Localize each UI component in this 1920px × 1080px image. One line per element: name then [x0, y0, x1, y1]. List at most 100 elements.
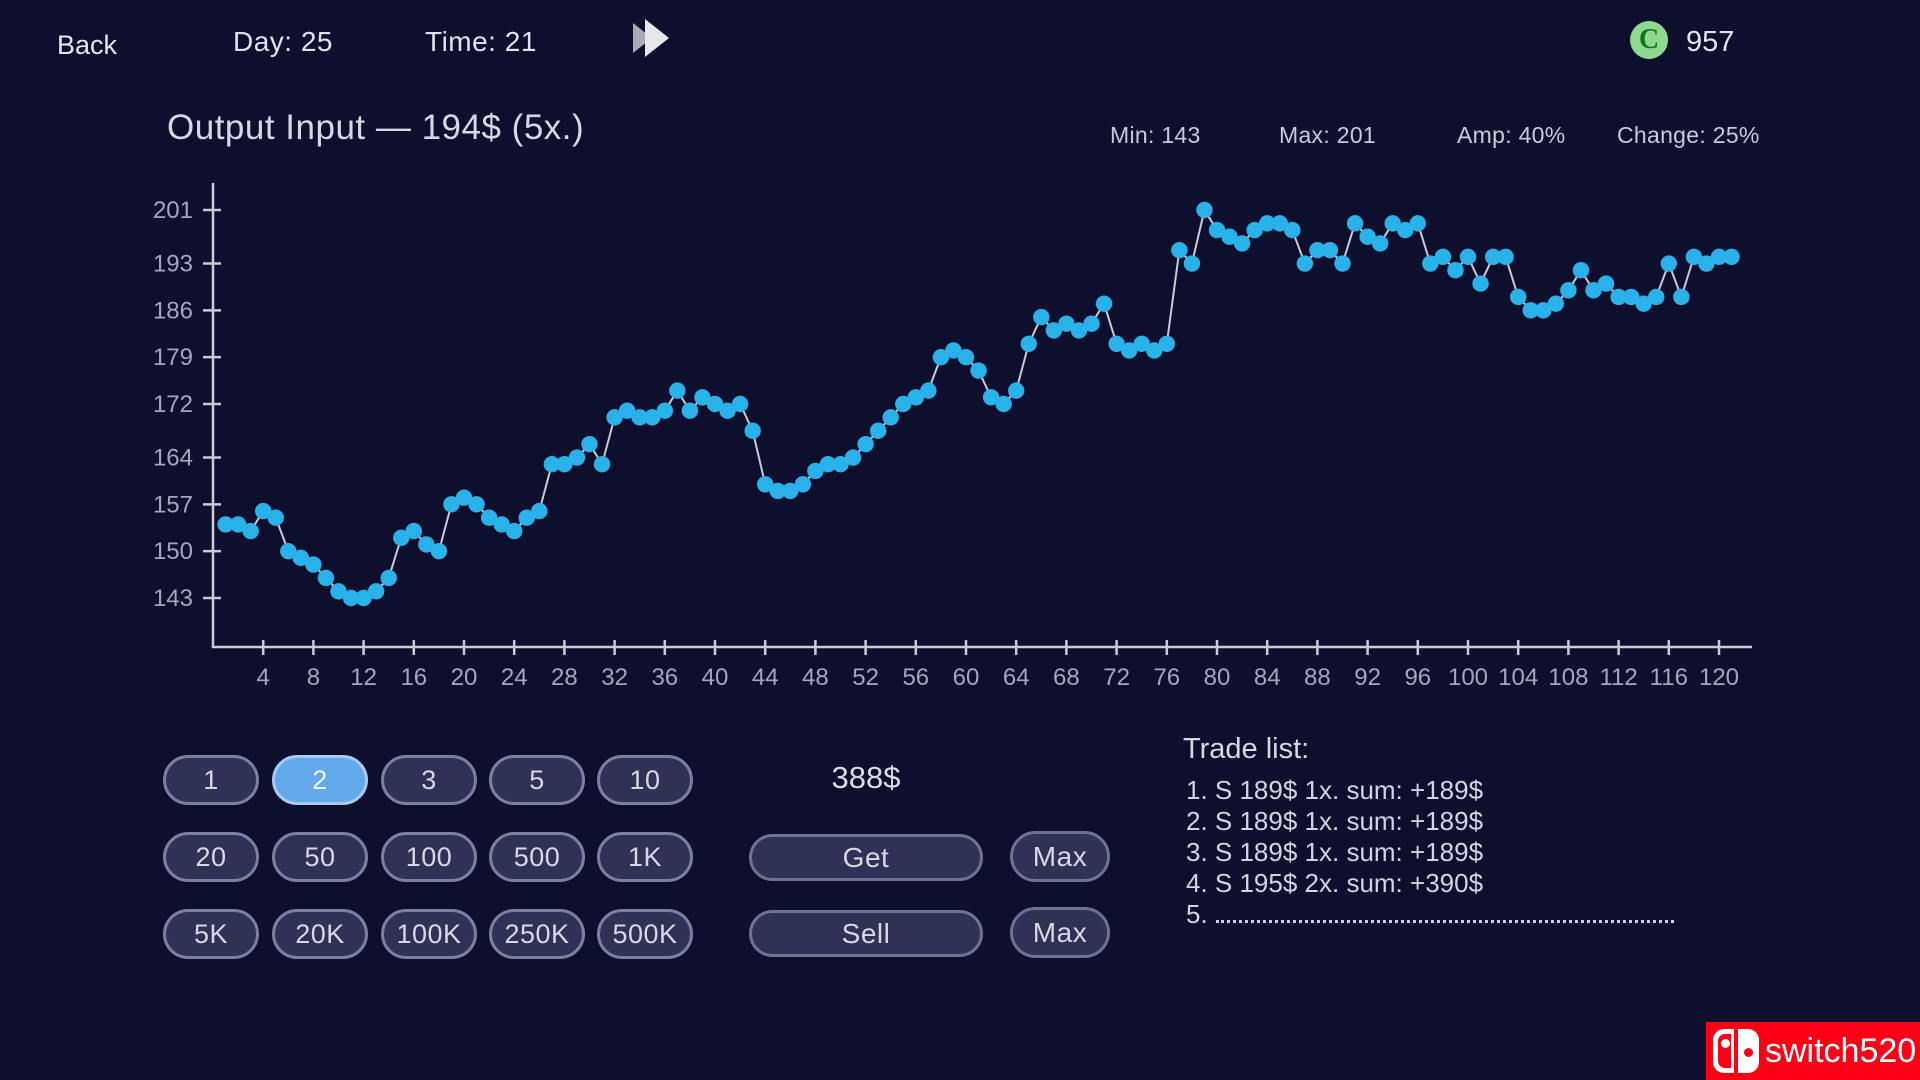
- x-tick-label: 100: [1448, 664, 1488, 691]
- get-max-button[interactable]: Max: [1010, 831, 1110, 882]
- y-tick-label: 172: [153, 391, 193, 418]
- data-point: [1271, 215, 1288, 232]
- x-tick-label: 40: [702, 664, 729, 691]
- x-tick-label: 52: [852, 664, 879, 691]
- quantity-button-20[interactable]: 20: [163, 832, 259, 882]
- data-point: [1171, 241, 1188, 259]
- data-point: [1083, 315, 1100, 332]
- x-tick-label: 16: [400, 664, 427, 691]
- empty-trade-dots: [1215, 899, 1674, 923]
- quantity-button-10[interactable]: 10: [597, 755, 693, 805]
- quantity-button-500k[interactable]: 500K: [597, 909, 693, 959]
- watermark-banner: switch520: [1706, 1022, 1920, 1080]
- data-point: [1033, 308, 1050, 326]
- x-tick-label: 116: [1650, 664, 1688, 691]
- data-point: [957, 348, 975, 366]
- sell-button[interactable]: Sell: [749, 910, 983, 957]
- x-tick-label: 108: [1548, 664, 1588, 691]
- quantity-button-5k[interactable]: 5K: [163, 909, 259, 959]
- x-tick-label: 4: [257, 664, 270, 691]
- data-point: [719, 402, 736, 419]
- data-point: [493, 516, 510, 533]
- data-point: [355, 589, 372, 607]
- data-point: [380, 569, 397, 587]
- y-tick-label: 164: [153, 445, 193, 472]
- stat-change: Change: 25%: [1617, 122, 1760, 148]
- get-button[interactable]: Get: [749, 834, 983, 881]
- y-tick-label: 150: [153, 538, 193, 565]
- coin-balance: 957: [1686, 26, 1735, 58]
- x-tick-label: 24: [501, 664, 528, 691]
- data-point: [506, 522, 523, 540]
- data-point: [907, 389, 924, 406]
- stat-amp: Amp: 40%: [1457, 122, 1566, 148]
- x-tick-label: 68: [1053, 664, 1080, 691]
- back-button[interactable]: Back: [57, 30, 118, 60]
- x-tick-label: 32: [601, 664, 628, 691]
- data-point: [405, 522, 422, 540]
- data-point: [1208, 221, 1226, 239]
- data-point: [1371, 235, 1389, 252]
- data-point: [217, 516, 234, 533]
- trade-list-heading: Trade list:: [1183, 733, 1310, 765]
- data-point: [1585, 282, 1602, 299]
- price-line: [225, 207, 1732, 599]
- quantity-button-20k[interactable]: 20K: [272, 909, 368, 959]
- data-point: [1673, 288, 1690, 306]
- data-point: [1560, 282, 1577, 299]
- data-point: [631, 409, 648, 426]
- sell-max-button[interactable]: Max: [1010, 907, 1110, 958]
- data-point: [1572, 262, 1590, 279]
- data-point: [1158, 335, 1176, 352]
- trade-list: 1. S 189$ 1x. sum: +189$ 2. S 189$ 1x. su…: [1186, 775, 1706, 930]
- data-point: [1296, 255, 1314, 272]
- x-tick-label: 28: [551, 664, 578, 691]
- x-tick-label: 84: [1254, 664, 1281, 691]
- quantity-button-50[interactable]: 50: [272, 832, 368, 882]
- trade-price: 388$: [831, 760, 901, 795]
- data-point: [832, 456, 849, 473]
- quantity-button-3[interactable]: 3: [381, 755, 477, 805]
- data-point: [1120, 342, 1138, 359]
- data-point: [681, 402, 699, 419]
- data-point: [1685, 248, 1703, 266]
- data-point: [1698, 255, 1715, 272]
- data-point: [869, 422, 887, 439]
- data-point: [606, 409, 623, 426]
- data-point: [1384, 215, 1401, 232]
- data-point: [1422, 255, 1439, 272]
- quantity-button-2[interactable]: 2: [272, 755, 368, 805]
- quantity-button-5[interactable]: 5: [489, 755, 585, 805]
- data-point: [342, 589, 360, 607]
- axes: [211, 183, 1752, 649]
- trade-list-entry: 3. S 189$ 1x. sum: +189$: [1186, 837, 1484, 867]
- y-tick-label: 186: [153, 297, 193, 324]
- stat-min: Min: 143: [1110, 122, 1201, 148]
- quantity-button-1k[interactable]: 1K: [597, 832, 693, 882]
- y-tick-label: 179: [153, 344, 193, 371]
- y-tick-label: 193: [153, 251, 193, 278]
- data-point: [1409, 215, 1427, 232]
- data-point: [1334, 255, 1351, 272]
- data-point: [920, 382, 937, 399]
- data-point: [1108, 335, 1125, 352]
- quantity-button-250k[interactable]: 250K: [489, 909, 585, 959]
- data-point: [757, 476, 774, 493]
- quantity-button-100[interactable]: 100: [381, 832, 477, 882]
- fast-forward-icon[interactable]: [633, 19, 677, 57]
- quantity-button-100k[interactable]: 100K: [381, 909, 477, 959]
- data-point: [731, 395, 749, 413]
- coin-icon: C: [1630, 21, 1668, 59]
- x-tick-label: 76: [1153, 664, 1180, 691]
- data-point: [744, 422, 761, 439]
- data-point: [455, 489, 473, 506]
- data-point: [618, 402, 636, 419]
- y-tick-label: 143: [153, 585, 193, 612]
- data-point: [1610, 288, 1627, 306]
- quantity-button-500[interactable]: 500: [489, 832, 585, 882]
- data-point: [1484, 248, 1502, 266]
- data-point: [1459, 248, 1477, 266]
- quantity-button-1[interactable]: 1: [163, 755, 259, 805]
- data-point: [669, 382, 686, 399]
